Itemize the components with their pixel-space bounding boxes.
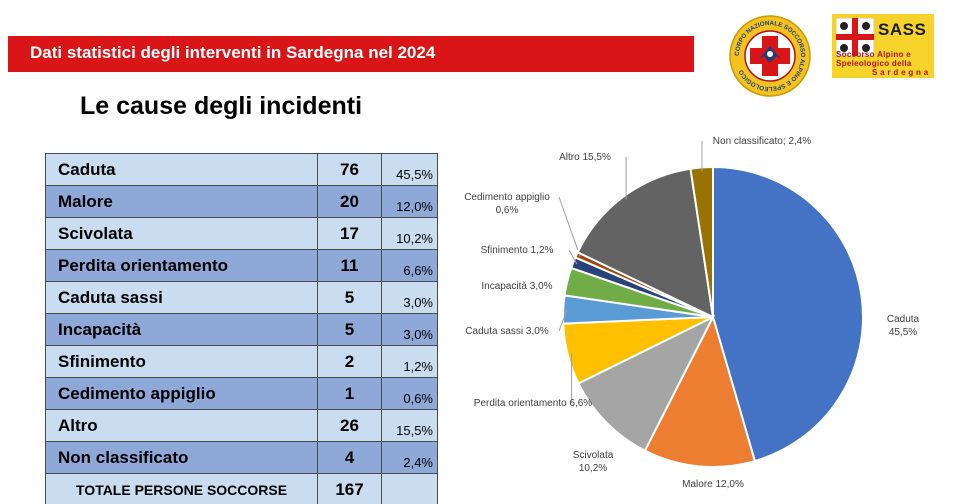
pie-data-label: Malore 12,0% bbox=[682, 479, 744, 490]
count-cell: 20 bbox=[317, 185, 382, 218]
count-cell: 11 bbox=[317, 249, 382, 282]
causes-table-body: Caduta 76 45,5% Malore 20 12,0% Scivolata 17 10,… bbox=[45, 153, 438, 504]
table-row: Incapacità 5 3,0% bbox=[45, 313, 438, 346]
total-pct-cell bbox=[381, 473, 438, 504]
cause-cell: Incapacità bbox=[45, 313, 318, 346]
sardinia-flag-icon bbox=[836, 18, 874, 56]
leader-line bbox=[558, 196, 581, 257]
cnsas-logo: CORPO NAZIONALE SOCCORSO ALPINO E SPELEO… bbox=[728, 14, 812, 98]
pie-data-label: Altro 15,5% bbox=[559, 152, 611, 163]
sass-line-3: S a r d e g n a bbox=[872, 68, 929, 77]
table-row: Altro 26 15,5% bbox=[45, 409, 438, 442]
pct-cell: 10,2% bbox=[381, 217, 438, 250]
pie-slice bbox=[576, 167, 715, 319]
table-row: Cedimento appiglio 1 0,6% bbox=[45, 377, 438, 410]
table-row: Non classificato 4 2,4% bbox=[45, 441, 438, 474]
pie-slice bbox=[712, 165, 864, 463]
pie-data-label: Incapacità 3,0% bbox=[481, 281, 552, 292]
cnsas-emblem-icon: CORPO NAZIONALE SOCCORSO ALPINO E SPELEO… bbox=[729, 15, 811, 97]
sass-line-2: Speleologico della bbox=[836, 59, 912, 68]
count-cell: 26 bbox=[317, 409, 382, 442]
cause-cell: Scivolata bbox=[45, 217, 318, 250]
cause-cell: Caduta bbox=[45, 153, 318, 186]
leader-line bbox=[568, 282, 572, 287]
pie-data-label: Cedimento appiglio 0,6% bbox=[464, 192, 550, 216]
pie-data-label: Sfinimento 1,2% bbox=[481, 245, 554, 256]
pct-cell: 2,4% bbox=[381, 441, 438, 474]
pct-cell: 3,0% bbox=[381, 281, 438, 314]
table-row: Caduta 76 45,5% bbox=[45, 153, 438, 186]
pie-data-label: Caduta 45,5% bbox=[887, 314, 920, 338]
leader-line bbox=[558, 309, 568, 332]
causes-table: Caduta 76 45,5% Malore 20 12,0% Scivolata 17 10,… bbox=[45, 153, 438, 504]
pie-data-label: Non classificato; 2,4% bbox=[713, 136, 811, 147]
table-row: Perdita orientamento 11 6,6% bbox=[45, 249, 438, 282]
pct-cell: 6,6% bbox=[381, 249, 438, 282]
count-cell: 2 bbox=[317, 345, 382, 378]
count-cell: 5 bbox=[317, 281, 382, 314]
pct-cell: 12,0% bbox=[381, 185, 438, 218]
pct-cell: 3,0% bbox=[381, 313, 438, 346]
table-row: Caduta sassi 5 3,0% bbox=[45, 281, 438, 314]
sass-logo: SASS Soccorso Alpino e Speleologico dell… bbox=[832, 14, 934, 78]
header-title: Dati statistici degli interventi in Sard… bbox=[30, 43, 436, 62]
total-count: 167 bbox=[317, 473, 382, 504]
pie-data-label: Caduta sassi 3,0% bbox=[465, 326, 548, 337]
cause-cell: Altro bbox=[45, 409, 318, 442]
pct-cell: 15,5% bbox=[381, 409, 438, 442]
cause-cell: Perdita orientamento bbox=[45, 249, 318, 282]
pie-slice bbox=[643, 314, 757, 468]
causes-pie-chart: Caduta 45,5% Malore 12,0% Scivolata 10,2% Per… bbox=[464, 136, 920, 490]
leader-line bbox=[568, 249, 578, 265]
pct-cell: 1,2% bbox=[381, 345, 438, 378]
count-cell: 4 bbox=[317, 441, 382, 474]
cause-cell: Malore bbox=[45, 185, 318, 218]
count-cell: 76 bbox=[317, 153, 382, 186]
pie-slice bbox=[577, 314, 716, 452]
pct-cell: 0,6% bbox=[381, 377, 438, 410]
cause-cell: Caduta sassi bbox=[45, 281, 318, 314]
sass-name: SASS bbox=[878, 20, 927, 39]
count-cell: 5 bbox=[317, 313, 382, 346]
table-row: Sfinimento 2 1,2% bbox=[45, 345, 438, 378]
cause-cell: Sfinimento bbox=[45, 345, 318, 378]
sass-line-1: Soccorso Alpino e bbox=[836, 50, 912, 59]
pie-data-label: Perdita orientamento 6,6% bbox=[474, 398, 593, 409]
table-row: Malore 20 12,0% bbox=[45, 185, 438, 218]
total-row: TOTALE PERSONE SOCCORSE 167 bbox=[45, 473, 438, 504]
count-cell: 1 bbox=[317, 377, 382, 410]
total-label: TOTALE PERSONE SOCCORSE bbox=[45, 473, 318, 504]
table-row: Scivolata 17 10,2% bbox=[45, 217, 438, 250]
cause-cell: Non classificato bbox=[45, 441, 318, 474]
page-title: Le cause degli incidenti bbox=[80, 92, 363, 120]
header-bar: Dati statistici degli interventi in Sard… bbox=[8, 36, 694, 72]
count-cell: 17 bbox=[317, 217, 382, 250]
pie-data-label: Scivolata 10,2% bbox=[573, 450, 614, 474]
pct-cell: 45,5% bbox=[381, 153, 438, 186]
cause-cell: Cedimento appiglio bbox=[45, 377, 318, 410]
